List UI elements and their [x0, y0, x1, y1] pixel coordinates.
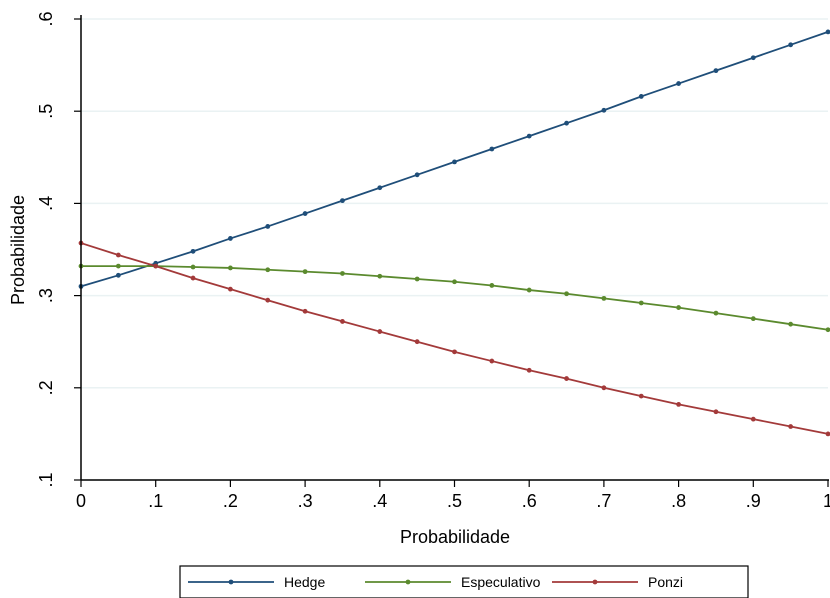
legend-label: Ponzi [648, 574, 683, 590]
data-point [228, 236, 233, 241]
data-point [489, 146, 495, 152]
x-tick-label: .1 [148, 491, 163, 511]
data-point [788, 42, 794, 48]
legend-marker [228, 579, 234, 585]
x-tick-label: .7 [596, 491, 611, 511]
series-line [81, 265, 829, 331]
data-point [340, 271, 345, 276]
data-point [377, 185, 383, 191]
data-point [115, 272, 121, 278]
series-line [80, 242, 829, 435]
data-point [228, 286, 233, 292]
data-point [302, 308, 308, 314]
data-point [601, 295, 607, 301]
data-point [340, 198, 345, 204]
y-axis-title: Probabilidade [8, 195, 28, 305]
data-point [452, 349, 457, 355]
data-point [190, 275, 196, 281]
data-point [489, 358, 495, 364]
data-point [190, 248, 196, 254]
legend-item: Especulativo [365, 574, 541, 590]
legend-marker [405, 579, 411, 585]
legend-label: Hedge [284, 574, 325, 590]
data-point [564, 376, 569, 381]
data-point [638, 300, 644, 306]
data-point [489, 283, 495, 288]
x-axis-title: Probabilidade [400, 527, 510, 547]
y-tick-label: .4 [36, 196, 56, 211]
data-point [115, 263, 121, 269]
legend-marker [592, 579, 598, 585]
data-point [638, 94, 644, 99]
x-tick-label: .5 [447, 491, 462, 511]
data-point [825, 29, 830, 35]
data-point [265, 297, 271, 303]
data-point [153, 263, 159, 269]
data-point [377, 329, 383, 334]
data-point [302, 211, 308, 216]
data-point [414, 172, 420, 178]
legend-item: Ponzi [552, 574, 683, 590]
y-tick-label: .6 [36, 11, 56, 26]
x-tick-label: .4 [372, 491, 387, 511]
x-tick-label: .3 [298, 491, 313, 511]
data-point [526, 287, 532, 293]
data-point [750, 55, 756, 61]
data-point [601, 107, 607, 113]
x-tick-label: .8 [671, 491, 686, 511]
data-point [265, 224, 271, 229]
legend-item: Hedge [188, 574, 325, 590]
data-point [713, 409, 719, 415]
data-point [638, 393, 644, 399]
x-tick-label: 0 [76, 491, 86, 511]
data-point [676, 401, 681, 407]
series-hedge [78, 29, 830, 289]
data-point [452, 279, 457, 285]
y-tick-label: .2 [36, 380, 56, 395]
series-ponzi [78, 240, 830, 437]
data-point [228, 265, 233, 271]
x-tick-label: .2 [223, 491, 238, 511]
data-point [825, 327, 830, 333]
x-tick-label: 1 [823, 491, 830, 511]
data-point [788, 424, 794, 429]
data-point [788, 321, 794, 327]
data-point [713, 310, 719, 316]
data-point [750, 316, 756, 322]
x-tick-label: .6 [522, 491, 537, 511]
data-point [825, 431, 830, 437]
data-point [115, 252, 121, 258]
data-point [414, 276, 420, 282]
data-point [676, 305, 681, 310]
y-tick-label: .5 [36, 104, 56, 119]
data-point [414, 339, 420, 345]
legend-label: Especulativo [461, 574, 541, 590]
data-point [377, 273, 383, 279]
data-point [452, 159, 457, 165]
y-axis-ticks: .1 .2 .3 .4 .5 .6 [36, 11, 81, 488]
legend: Hedge Especulativo Ponzi [179, 565, 749, 598]
y-tick-label: .1 [36, 472, 56, 487]
series-especulativo [78, 263, 830, 333]
data-point [302, 269, 308, 275]
data-point [564, 291, 569, 297]
data-point [526, 133, 532, 139]
data-point [265, 267, 271, 273]
data-point [713, 68, 719, 74]
data-point [340, 319, 345, 324]
data-point [190, 264, 196, 270]
series-lines [78, 29, 830, 437]
data-point [750, 416, 756, 422]
data-point [564, 120, 569, 126]
x-tick-label: .9 [746, 491, 761, 511]
legend-box [179, 565, 749, 598]
y-tick-label: .3 [36, 288, 56, 303]
x-axis-ticks: 0 .1 .2 .3 .4 .5 .6 .7 .8 .9 1 [76, 480, 830, 511]
data-point [601, 385, 607, 391]
data-point [526, 367, 532, 373]
data-point [676, 81, 681, 86]
